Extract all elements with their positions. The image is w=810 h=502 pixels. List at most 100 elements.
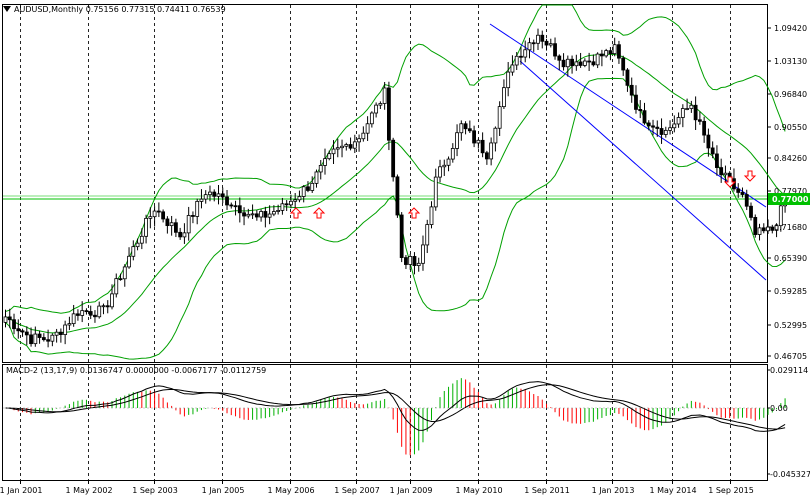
candle-body xyxy=(646,122,651,127)
candle-body xyxy=(600,53,604,57)
triangle-down-icon[interactable] xyxy=(3,6,11,12)
candle-body xyxy=(506,71,511,89)
candle-body xyxy=(604,50,609,57)
candle-body xyxy=(715,153,719,168)
indicator-title: MACD-2 (13,17,9) 0.0136747 0.0000000 -0.… xyxy=(6,366,267,375)
candle-body xyxy=(697,119,702,122)
candle-body xyxy=(101,305,106,308)
candle-body xyxy=(408,256,413,265)
candle-body xyxy=(689,104,694,109)
up-arrow-icon xyxy=(312,207,326,219)
candle-body xyxy=(668,127,672,131)
candle-body xyxy=(139,235,144,244)
candle-body xyxy=(348,144,353,149)
candle-body xyxy=(450,148,455,160)
candle-body xyxy=(570,58,574,67)
price-axis-label: 0.96840 xyxy=(774,90,807,99)
price-axis-label: 1.09420 xyxy=(774,24,807,33)
candle-body xyxy=(510,64,515,73)
macd-axis-label: 0.029114 xyxy=(770,366,808,375)
candle-body xyxy=(625,69,630,86)
candle-body xyxy=(357,138,361,143)
candle-body xyxy=(331,148,336,155)
candle-body xyxy=(553,43,557,57)
candle-body xyxy=(46,339,50,342)
candle-body xyxy=(378,103,383,106)
candlesticks xyxy=(3,28,787,348)
down-arrow-icon xyxy=(723,176,737,188)
trend-channel[interactable] xyxy=(489,23,767,281)
candle-body xyxy=(587,60,592,63)
candle-body xyxy=(638,109,643,112)
candle-body xyxy=(429,206,434,225)
candle-body xyxy=(519,55,523,58)
candle-body xyxy=(105,305,110,308)
candle-body xyxy=(318,165,323,173)
candle-body xyxy=(20,330,25,333)
candle-body xyxy=(404,257,408,265)
candle-body xyxy=(186,215,191,234)
candle-body xyxy=(710,147,715,155)
candle-body xyxy=(493,127,498,144)
candle-body xyxy=(233,205,238,208)
candle-body xyxy=(161,211,166,220)
candle-body xyxy=(595,53,600,66)
candle-body xyxy=(412,256,417,266)
candle-body xyxy=(497,106,502,129)
candle-body xyxy=(531,42,536,45)
candle-body xyxy=(97,305,102,318)
candle-body xyxy=(199,198,204,202)
bollinger-upper-band xyxy=(5,4,786,314)
price-axis-label: 0.46705 xyxy=(774,352,807,361)
channel-lower-line[interactable] xyxy=(519,60,767,281)
candle-body xyxy=(280,203,285,211)
candle-body xyxy=(574,61,579,67)
candle-body xyxy=(110,293,114,308)
candle-body xyxy=(421,244,425,264)
candle-body xyxy=(642,110,647,124)
candle-body xyxy=(76,313,80,316)
candle-body xyxy=(212,191,217,197)
channel-upper-line[interactable] xyxy=(489,23,767,208)
price-axis-label: 0.59285 xyxy=(774,287,807,296)
candle-body xyxy=(178,231,183,238)
candle-body xyxy=(93,314,97,318)
price-axis-label: 0.84260 xyxy=(774,154,807,163)
candle-body xyxy=(523,49,528,58)
candle-body xyxy=(621,57,626,71)
candle-body xyxy=(54,331,59,336)
macd-main-line xyxy=(5,381,786,432)
candle-body xyxy=(395,176,400,216)
candle-body xyxy=(135,242,140,248)
candle-body xyxy=(71,313,76,325)
candle-body xyxy=(548,43,553,46)
candle-body xyxy=(608,50,613,55)
candle-body xyxy=(33,333,38,345)
candle-body xyxy=(148,216,153,219)
candle-body xyxy=(663,129,668,135)
candle-body xyxy=(680,108,685,118)
candle-body xyxy=(659,128,664,135)
candle-body xyxy=(114,278,119,295)
candle-body xyxy=(442,164,447,168)
candle-body xyxy=(271,211,276,215)
candle-body xyxy=(203,194,208,200)
candle-body xyxy=(463,123,468,130)
candle-body xyxy=(561,59,566,68)
candle-body xyxy=(63,324,68,335)
candle-body xyxy=(237,205,242,214)
bollinger-middle-band xyxy=(5,53,786,334)
candle-body xyxy=(438,166,442,178)
macd-signal-line xyxy=(5,384,786,430)
candle-body xyxy=(80,310,85,316)
time-axis-label: 1 May 2010 xyxy=(455,486,502,495)
candle-body xyxy=(127,255,131,268)
candle-body xyxy=(655,126,660,129)
candle-body xyxy=(306,186,310,191)
price-axis-label: 0.77970 xyxy=(774,187,807,196)
candle-body xyxy=(459,123,464,134)
candle-body xyxy=(284,203,289,206)
candle-body xyxy=(391,139,396,178)
